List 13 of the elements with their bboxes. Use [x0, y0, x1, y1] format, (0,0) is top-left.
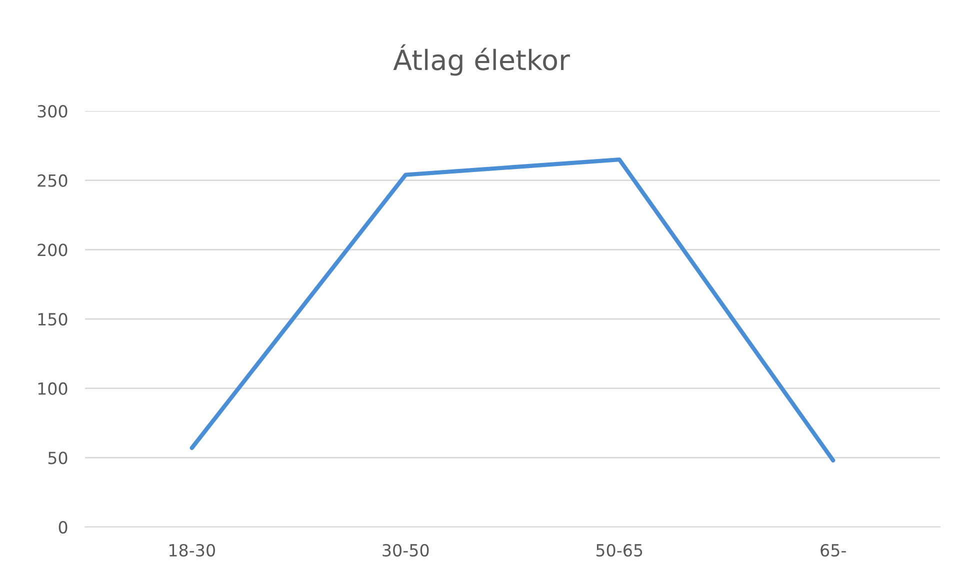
x-tick-label: 30-50 [382, 544, 429, 557]
chart-title: Átlag életkor [393, 44, 570, 76]
y-tick-label: 50 [48, 452, 68, 464]
x-tick-label: 50-65 [596, 544, 642, 557]
x-tick-label: 65- [820, 544, 846, 557]
y-tick-label: 200 [38, 244, 68, 256]
y-tick-label: 100 [38, 382, 68, 395]
line-series [190, 157, 836, 463]
x-tick-label: 18-30 [169, 544, 215, 557]
y-tick-label: 250 [38, 174, 68, 187]
y-tick-label: 150 [38, 312, 68, 326]
y-tick-label: 300 [38, 104, 68, 118]
y-tick-label: 0 [58, 520, 68, 534]
